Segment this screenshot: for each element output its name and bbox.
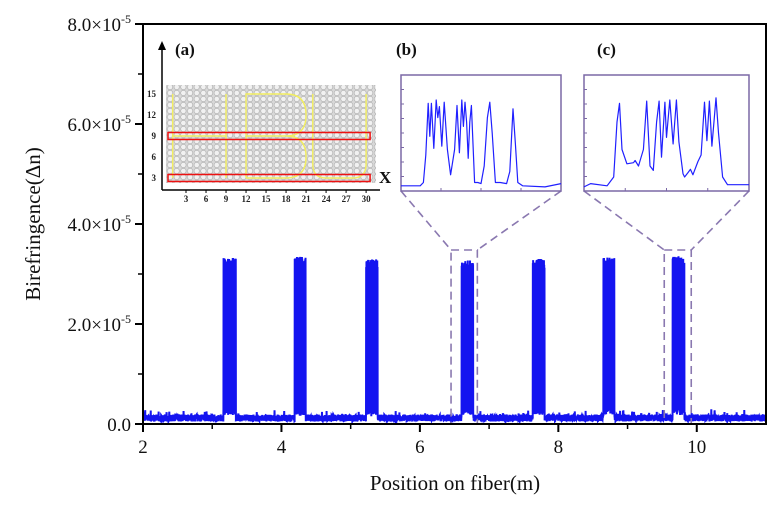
y-tick-mantissa: 6.0×10 <box>68 115 121 136</box>
schematic-y-tick-label: 15 <box>147 89 157 99</box>
inset-curve <box>401 99 562 188</box>
schematic-x-tick-label: 27 <box>342 194 352 204</box>
schematic-y-tick-label: 9 <box>152 131 157 141</box>
y-tick-label: 0.0 <box>107 415 131 436</box>
x-tick-label: 4 <box>277 437 287 458</box>
schematic-x-tick-label: 24 <box>322 194 332 204</box>
y-tick-label: 2.0×10-5 <box>68 312 131 336</box>
arrow-up-icon <box>158 41 166 50</box>
y-tick-exponent: -5 <box>121 312 131 326</box>
y-tick-label: 8.0×10-5 <box>68 12 131 36</box>
main-series-layer <box>142 256 767 426</box>
y-tick-exponent: -5 <box>121 212 131 226</box>
highlight-row-rect <box>167 173 371 183</box>
schematic-y-tick-label: 6 <box>152 152 157 162</box>
schematic-y-tick-label: 3 <box>152 173 157 183</box>
series-line <box>142 256 767 426</box>
inset-a-schematic: (a) X 3 6 9 12 15 18 21 24 27 30 3 6 9 12 15 <box>147 40 392 204</box>
zoom-insets: (b) (c) <box>396 40 750 192</box>
fiber-cross-section <box>166 85 376 183</box>
zoom-markers <box>400 190 750 425</box>
y-tick-exponent: -5 <box>121 112 131 126</box>
inset-frame <box>400 74 562 192</box>
y-tick-label: 4.0×10-5 <box>68 212 131 236</box>
schematic-x-tick-label: 18 <box>282 194 292 204</box>
panel-label-c: (c) <box>597 40 616 59</box>
schematic-x-tick-label: 15 <box>262 194 272 204</box>
schematic-x-axis-label: X <box>379 168 392 187</box>
zoom-connector-right <box>476 190 562 251</box>
y-tick-mantissa: 2.0×10 <box>68 315 121 336</box>
schematic-x-tick-label: 9 <box>224 194 229 204</box>
y-tick-mantissa: 4.0×10 <box>68 215 121 236</box>
y-tick-label: 6.0×10-5 <box>68 112 131 136</box>
zoom-connector-left <box>583 190 665 251</box>
axes: 2 4 6 8 100.02.0×10-54.0×10-56.0×10-58.0×10-… <box>68 12 767 458</box>
inset-curve <box>583 97 749 188</box>
zoom-connector-right <box>690 190 750 251</box>
schematic-x-tick-label: 12 <box>242 194 252 204</box>
hbu-air-hole-path <box>171 93 367 179</box>
schematic-x-tick-label: 3 <box>184 194 189 204</box>
panel-label-a: (a) <box>175 40 195 59</box>
schematic-x-tick-label: 30 <box>362 194 372 204</box>
highlight-row-rect <box>167 131 371 141</box>
y-tick-mantissa: 0.0 <box>107 415 131 436</box>
x-axis-title: Position on fiber(m) <box>370 471 540 495</box>
schematic-x-tick-label: 6 <box>204 194 209 204</box>
panel-label-b: (b) <box>396 40 417 59</box>
x-tick-label: 8 <box>554 437 564 458</box>
schematic-x-tick-label: 21 <box>302 194 312 204</box>
y-tick-exponent: -5 <box>121 12 131 26</box>
y-tick-mantissa: 8.0×10 <box>68 15 121 36</box>
schematic-y-tick-label: 12 <box>147 110 157 120</box>
x-tick-label: 2 <box>138 437 148 458</box>
x-tick-label: 6 <box>415 437 425 458</box>
x-tick-label: 10 <box>687 437 706 458</box>
zoom-connector-left <box>400 190 452 251</box>
y-axis-title: Birefringence(Δn) <box>21 147 45 300</box>
